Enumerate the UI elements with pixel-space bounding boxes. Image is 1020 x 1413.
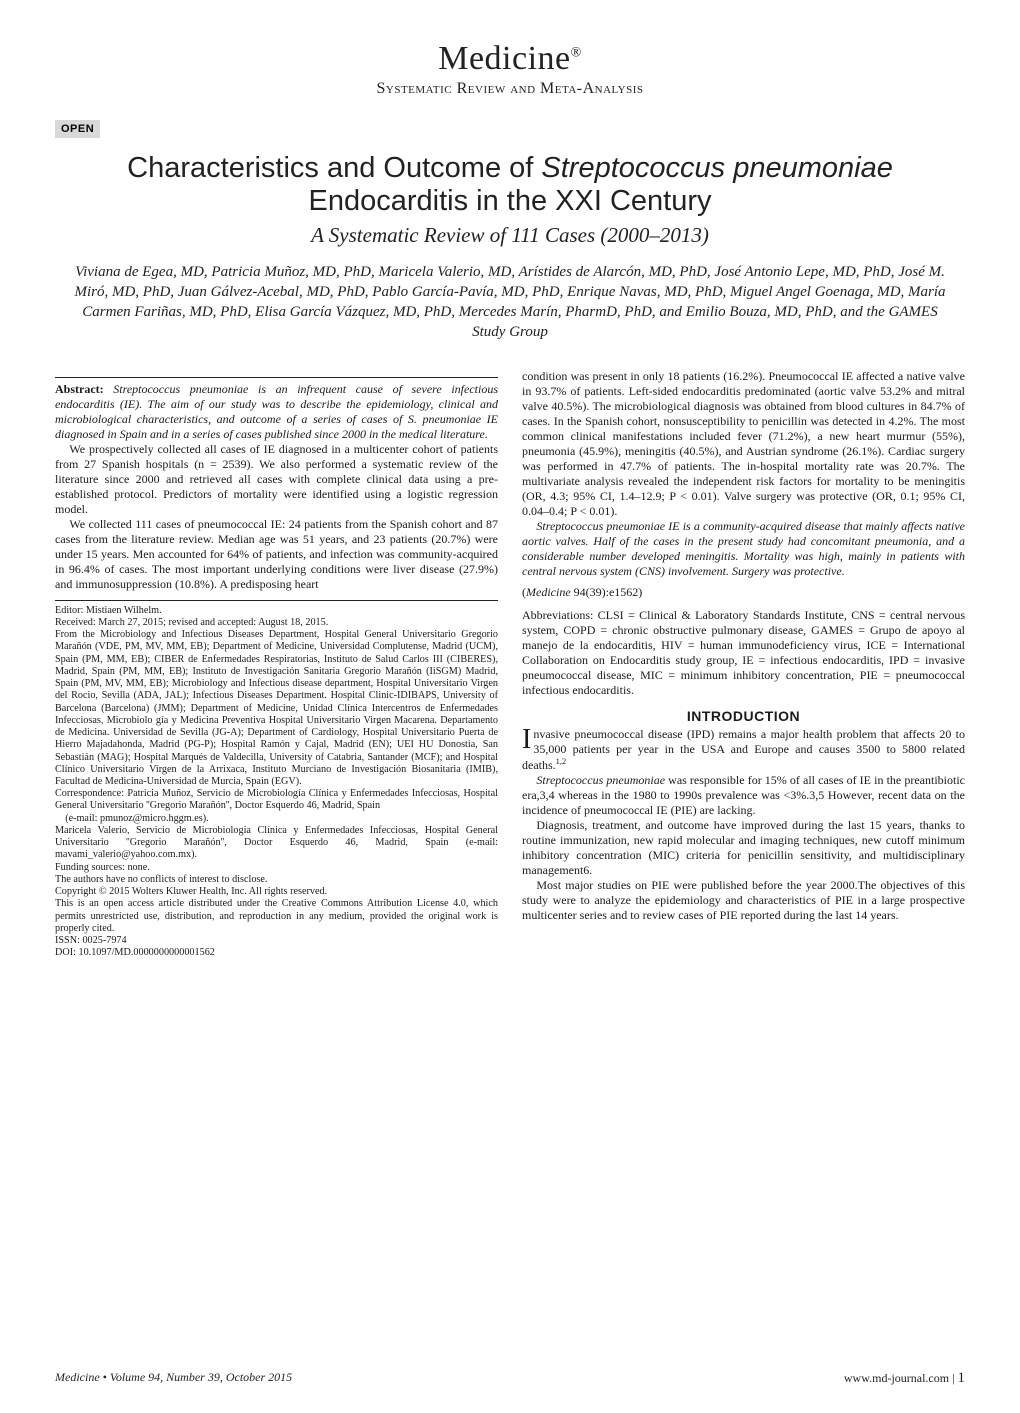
intro-p2: Streptococcus pneumoniae was responsible… [522,773,965,818]
intro-p1: Invasive pneumococcal disease (IPD) rema… [522,727,965,773]
footnote-top-rule [55,600,498,601]
correspondence-1: Correspondence: Patricia Muñoz, Servicio… [55,788,498,812]
article-title: Characteristics and Outcome of Streptoco… [55,152,965,219]
open-access-badge: OPEN [55,120,100,138]
license-line: This is an open access article distribut… [55,898,498,935]
correspondence-email-1: (e-mail: pmunoz@micro.hggm.es). [55,813,498,825]
journal-header: Medicine® Systematic Review and Meta-Ana… [55,40,965,98]
title-line2: Endocarditis in the XXI Century [309,185,712,217]
editor-line: Editor: Mistiaen Wilhelm. [55,605,498,617]
journal-name: Medicine® [438,40,582,77]
article-subtitle: A Systematic Review of 111 Cases (2000–2… [55,223,965,248]
abstract-p1-text: Streptococcus pneumoniae is an infrequen… [55,382,498,441]
abstract-p5: Streptococcus pneumoniae IE is a communi… [522,519,965,579]
intro-p3: Diagnosis, treatment, and outcome have i… [522,818,965,878]
author-list: Viviana de Egea, MD, Patricia Muñoz, MD,… [65,262,955,343]
body-columns: Abstract: Streptococcus pneumoniae is an… [55,369,965,960]
abstract-top-rule [55,377,498,378]
abbreviations-block: Abbreviations: CLSI = Clinical & Laborat… [522,608,965,698]
affiliations: From the Microbiology and Infectious Dis… [55,629,498,788]
copyright-line: Copyright © 2015 Wolters Kluwer Health, … [55,886,498,898]
abstract-p3: We collected 111 cases of pneumococcal I… [55,517,498,592]
registered-mark: ® [571,46,582,61]
footer-site: www.md-journal.com [844,1371,949,1385]
intro-p4: Most major studies on PIE were published… [522,878,965,923]
footer-right: www.md-journal.com | 1 [844,1370,965,1387]
abstract-p4: condition was present in only 18 patient… [522,369,965,519]
intro-p2-species: Streptococcus pneumoniae [536,773,665,787]
intro-p1-text: Invasive pneumococcal disease (IPD) rema… [522,727,965,772]
introduction-heading: INTRODUCTION [522,708,965,726]
title-pre: Characteristics and Outcome of [127,152,541,184]
footer-page-number: 1 [958,1370,966,1386]
received-line: Received: March 27, 2015; revised and ac… [55,617,498,629]
citation-line: (Medicine 94(39):e1562) [522,585,965,600]
journal-name-text: Medicine [438,40,570,77]
doi-line: DOI: 10.1097/MD.0000000000001562 [55,947,498,959]
article-type: Systematic Review and Meta-Analysis [55,80,965,98]
conflicts-line: The authors have no conflicts of interes… [55,874,498,886]
abstract-p5-text: Streptococcus pneumoniae IE is a communi… [522,519,965,578]
abstract-p2: We prospectively collected all cases of … [55,442,498,517]
correspondence-2: Maricela Valerio, Servicio de Microbiolo… [55,825,498,862]
abstract-label: Abstract: [55,382,104,396]
issn-line: ISSN: 0025-7974 [55,935,498,947]
title-species: Streptococcus pneumoniae [541,152,892,184]
abstract-p1: Abstract: Streptococcus pneumoniae is an… [55,382,498,442]
footer-left: Medicine • Volume 94, Number 39, October… [55,1370,292,1387]
footnote-block: Editor: Mistiaen Wilhelm. Received: Marc… [55,605,498,960]
funding-line: Funding sources: none. [55,862,498,874]
page-footer: Medicine • Volume 94, Number 39, October… [55,1370,965,1387]
